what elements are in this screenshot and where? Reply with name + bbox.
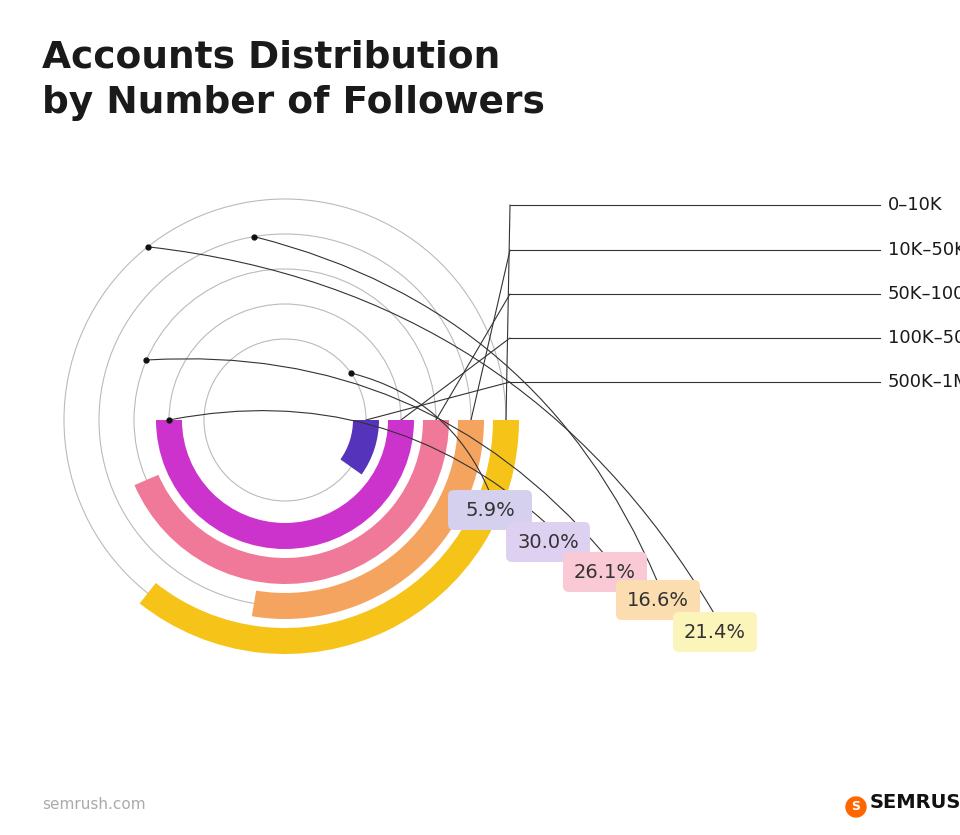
Text: semrush.com: semrush.com [42,797,146,812]
Text: Accounts Distribution: Accounts Distribution [42,40,500,76]
FancyBboxPatch shape [673,612,757,652]
Text: 0–10K: 0–10K [888,196,943,214]
Text: SEMRUSH: SEMRUSH [870,793,960,812]
Text: by Number of Followers: by Number of Followers [42,85,545,121]
Wedge shape [156,420,414,549]
Text: S: S [852,801,860,813]
FancyBboxPatch shape [506,522,590,562]
FancyBboxPatch shape [563,552,647,592]
Text: 100K–500K: 100K–500K [888,329,960,347]
Text: 26.1%: 26.1% [574,563,636,581]
FancyBboxPatch shape [448,490,532,530]
Text: 21.4%: 21.4% [684,623,746,641]
FancyBboxPatch shape [616,580,700,620]
Text: 500K–1M: 500K–1M [888,373,960,391]
Circle shape [846,797,866,817]
Wedge shape [134,420,449,584]
Text: 10K–50K: 10K–50K [888,241,960,259]
Text: 16.6%: 16.6% [627,590,689,610]
Wedge shape [252,420,484,619]
Text: 50K–100K: 50K–100K [888,285,960,303]
Wedge shape [139,420,519,654]
Text: 30.0%: 30.0% [517,533,579,551]
Text: 5.9%: 5.9% [466,500,515,519]
Wedge shape [341,420,379,474]
